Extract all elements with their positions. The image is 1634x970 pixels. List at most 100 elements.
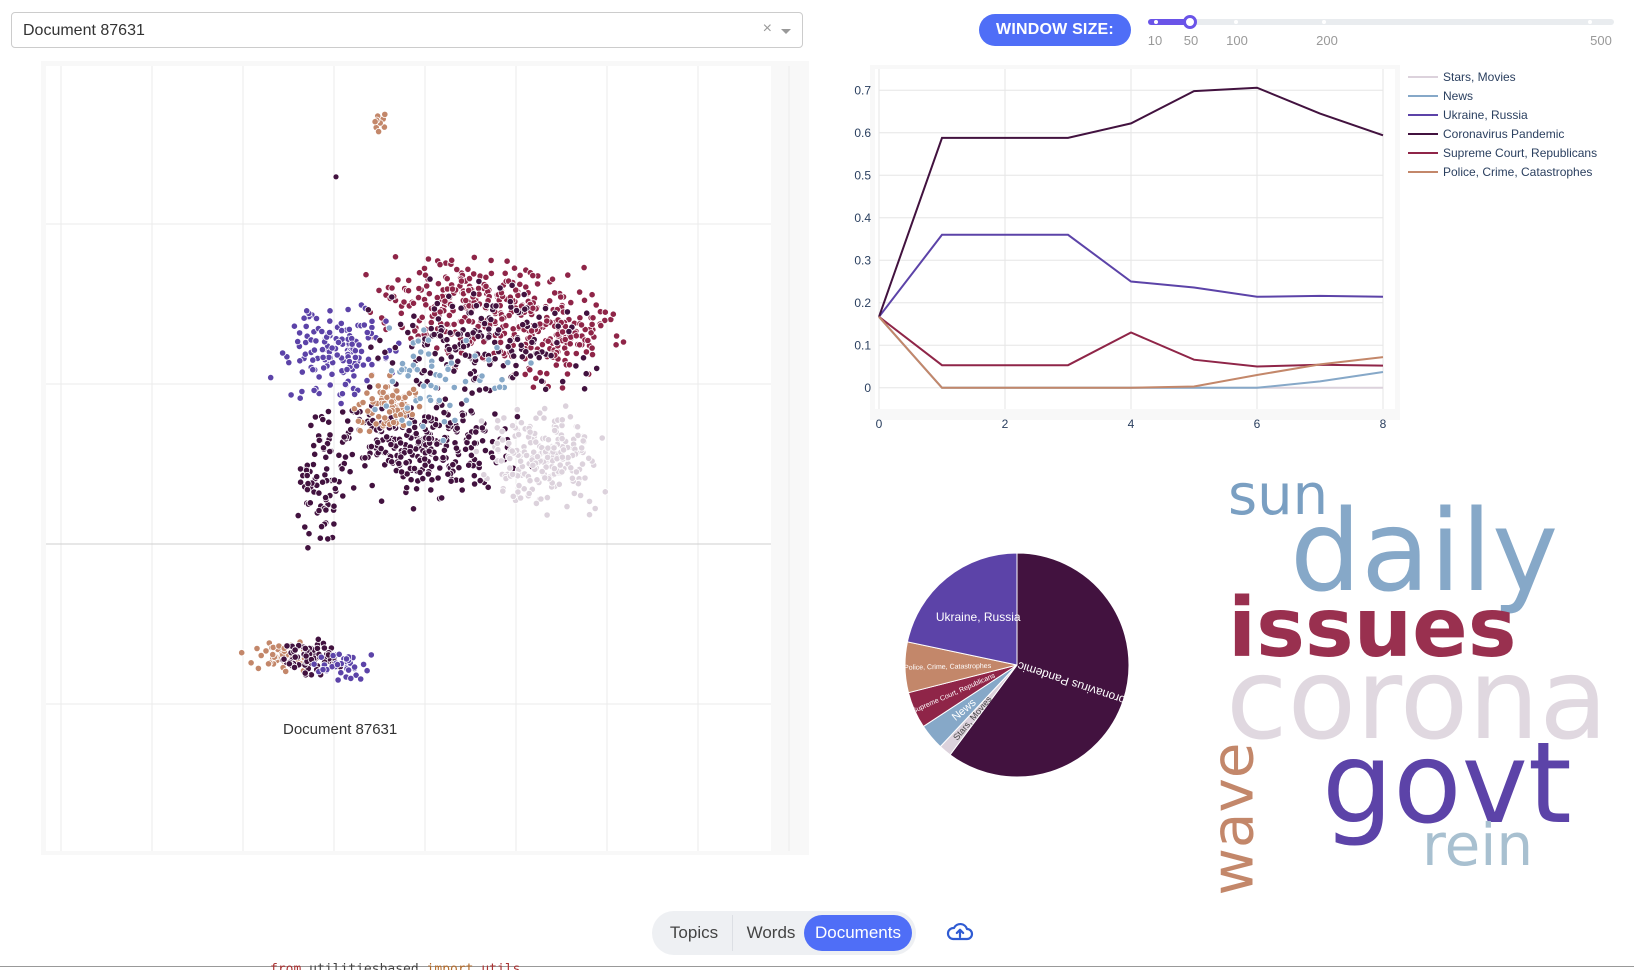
- scatter-point: [318, 327, 326, 336]
- scatter-point: [362, 271, 370, 279]
- series-line: [878, 316, 1384, 368]
- scatter-point: [509, 492, 517, 500]
- scatter-point: [538, 340, 546, 349]
- scatter-point: [315, 436, 323, 444]
- scatter-point: [330, 520, 338, 528]
- scatter-point: [319, 353, 327, 361]
- scatter-point: [568, 474, 577, 482]
- close-icon[interactable]: ×: [762, 20, 772, 37]
- legend-item[interactable]: Police, Crime, Catastrophes: [1408, 165, 1592, 179]
- scatter-point: [509, 325, 517, 333]
- scatter-point: [303, 307, 311, 315]
- legend-item[interactable]: Ukraine, Russia: [1408, 108, 1528, 122]
- scatter-point: [475, 459, 483, 467]
- scatter-point: [588, 350, 597, 359]
- legend-item[interactable]: Coronavirus Pandemic: [1408, 127, 1564, 141]
- line-chart-svg[interactable]: 0 0.1 0.2 0.3 0.4 0.5 0.6 0.7 0 2 4 6 8 Stars, Movie…: [830, 61, 1622, 439]
- legend-item[interactable]: Stars, Movies: [1408, 70, 1516, 84]
- scatter-point: [575, 341, 584, 349]
- scatter-point: [461, 385, 469, 393]
- window-size-button[interactable]: WINDOW SIZE:: [979, 14, 1131, 46]
- scatter-point: [303, 471, 311, 480]
- y-tick-label: 0.7: [854, 83, 871, 97]
- word-cloud-word: govt: [1322, 719, 1572, 849]
- scatter-point: [420, 326, 428, 334]
- scatter-point: [319, 415, 327, 424]
- legend-item[interactable]: News: [1408, 89, 1473, 103]
- scatter-point: [357, 347, 366, 355]
- scatter-point: [433, 294, 441, 302]
- slider-handle[interactable]: [1183, 15, 1197, 29]
- scatter-point: [585, 497, 594, 505]
- document-scatter-plot[interactable]: Document 87631: [41, 61, 809, 865]
- scatter-point: [319, 665, 327, 674]
- scatter-svg[interactable]: Document 87631: [41, 61, 809, 865]
- scatter-point: [404, 372, 412, 380]
- scatter-point: [478, 437, 487, 445]
- scatter-point: [506, 298, 514, 306]
- scatter-point: [559, 446, 568, 454]
- scatter-point: [504, 343, 512, 351]
- scatter-point: [315, 489, 323, 497]
- legend-item[interactable]: Supreme Court, Republicans: [1408, 146, 1597, 160]
- scatter-point: [447, 477, 455, 485]
- cloud-upload-icon[interactable]: [946, 920, 974, 944]
- scatter-point: [563, 349, 571, 357]
- scatter-point: [572, 362, 580, 370]
- line-legend[interactable]: Stars, Movies News Ukraine, Russia Coronavi…: [1408, 70, 1597, 179]
- scatter-point: [454, 330, 462, 338]
- scatter-point: [425, 290, 433, 298]
- scatter-point: [421, 271, 430, 279]
- topic-line-chart[interactable]: 0 0.1 0.2 0.3 0.4 0.5 0.6 0.7 0 2 4 6 8 Stars, Movie…: [830, 61, 1622, 439]
- scatter-point: [351, 347, 359, 355]
- scatter-point: [598, 434, 606, 442]
- series-line: [878, 86, 1384, 318]
- scatter-point: [307, 421, 315, 429]
- slider-rail[interactable]: [1148, 19, 1614, 25]
- y-tick-label: 0.5: [854, 168, 871, 182]
- scatter-point: [409, 352, 417, 360]
- scatter-point: [287, 391, 295, 399]
- chevron-down-icon[interactable]: [781, 29, 791, 34]
- legend-label: Ukraine, Russia: [1443, 108, 1528, 122]
- document-select[interactable]: Document 87631 ×: [11, 12, 803, 48]
- slider-mark: 500: [1590, 33, 1612, 48]
- y-tick-label: 0.1: [854, 338, 871, 352]
- scatter-point: [391, 343, 399, 352]
- scatter-point: [337, 319, 345, 327]
- scatter-point: [561, 335, 569, 344]
- scatter-point: [470, 439, 479, 447]
- scatter-point: [566, 340, 574, 348]
- x-tick-label: 4: [1128, 417, 1135, 431]
- scatter-point: [498, 376, 506, 384]
- tab-divider: [732, 915, 733, 951]
- scatter-point: [333, 351, 341, 359]
- scatter-point: [570, 489, 578, 497]
- scatter-point: [444, 470, 452, 478]
- scatter-point: [363, 389, 371, 397]
- y-tick-label: 0.2: [854, 296, 871, 310]
- scatter-point: [532, 499, 540, 507]
- scatter-point: [472, 302, 480, 310]
- scatter-point: [510, 264, 519, 272]
- scatter-point: [368, 360, 376, 369]
- scatter-point: [426, 396, 435, 404]
- scatter-point: [555, 480, 563, 488]
- slider-dot: [1322, 20, 1326, 24]
- tab-documents[interactable]: Documents: [804, 915, 912, 951]
- scatter-point: [468, 389, 476, 397]
- scatter-point: [533, 280, 542, 288]
- scatter-point: [319, 444, 328, 452]
- topic-pie-chart[interactable]: Coronavirus Pandemic Stars, Movies News Sup…: [880, 540, 1180, 800]
- window-size-slider[interactable]: [1148, 15, 1614, 29]
- scatter-points[interactable]: [238, 110, 628, 684]
- tab-topics[interactable]: Topics: [669, 923, 719, 942]
- scatter-point: [412, 376, 421, 385]
- scatter-point: [326, 431, 334, 439]
- scatter-point: [342, 655, 351, 663]
- scatter-point: [337, 669, 345, 677]
- tab-words[interactable]: Words: [746, 923, 796, 942]
- scatter-point: [304, 479, 312, 488]
- scatter-point: [482, 301, 491, 309]
